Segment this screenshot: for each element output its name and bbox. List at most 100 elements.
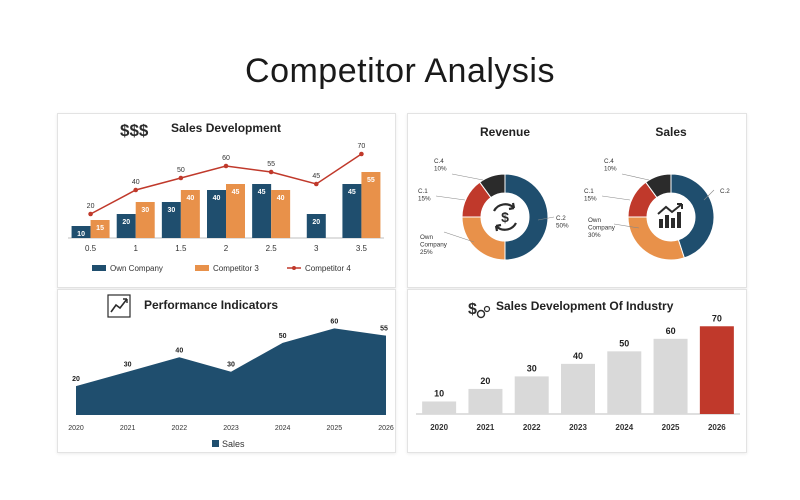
- dollar-cycle-icon: $: [493, 202, 517, 232]
- x-tick-label: 2024: [275, 425, 291, 432]
- donut-label: Company: [420, 242, 448, 249]
- donut-slice: [645, 173, 672, 199]
- point-competitor-4: [313, 181, 319, 187]
- donut-label: 15%: [584, 196, 597, 203]
- x-tick-label: 3: [314, 244, 319, 253]
- bar-label-competitor-3: 40: [277, 195, 285, 202]
- bar-label-own-company: 40: [213, 195, 221, 202]
- bar-value-label: 30: [527, 363, 537, 373]
- donut-slice: [627, 216, 685, 261]
- donut-label: Own: [588, 217, 601, 224]
- donut-label: C.1: [418, 188, 428, 195]
- industry-panel: $ Sales Development Of Industry 10 2020 20…: [407, 289, 747, 453]
- bar-label-own-company: 45: [348, 189, 356, 196]
- donut-label: 30%: [588, 232, 601, 239]
- point-label-competitor-4: 20: [87, 203, 95, 210]
- point-competitor-4: [359, 151, 364, 157]
- legend-label: Sales: [222, 439, 245, 449]
- point-label-competitor-4: 60: [222, 155, 230, 162]
- x-tick-label: 2026: [708, 423, 726, 432]
- area-point-label: 60: [330, 318, 338, 325]
- area-point-label: 30: [227, 362, 235, 369]
- industry-sales-chart: $ Sales Development Of Industry 10 2020 20…: [416, 299, 740, 432]
- donut-label: C.2: [556, 215, 566, 222]
- x-tick-label: 2022: [523, 423, 541, 432]
- x-tick-label: 2020: [68, 425, 84, 432]
- bar-value-label: 70: [712, 313, 722, 323]
- donut-label: Company: [588, 225, 616, 232]
- x-tick-label: 2.5: [266, 244, 278, 253]
- bar-competitor-3: [90, 220, 110, 238]
- x-tick-label: 1: [133, 244, 138, 253]
- bar-label-own-company: 30: [167, 207, 175, 214]
- x-tick-label: 2021: [120, 425, 136, 432]
- bar-competitor-3: [135, 202, 155, 238]
- point-label-competitor-4: 55: [267, 161, 275, 168]
- x-tick-label: 2025: [662, 423, 680, 432]
- bar-competitor-3: [271, 190, 291, 238]
- x-tick-label: 2023: [569, 423, 587, 432]
- industry-title: Sales Development Of Industry: [496, 299, 674, 313]
- donut-label: Own: [420, 234, 433, 241]
- point-competitor-4: [88, 211, 93, 217]
- trend-line-icon: [107, 294, 131, 318]
- area-point-label: 20: [72, 376, 80, 383]
- bar-own-company: [252, 184, 272, 238]
- bar-label-competitor-3: 15: [96, 225, 104, 232]
- x-tick-label: 2024: [615, 423, 633, 432]
- x-tick-label: 2022: [172, 425, 188, 432]
- bar-competitor-3: [226, 184, 245, 238]
- donut-label: 25%: [420, 249, 433, 256]
- bar-competitor-3: [180, 190, 200, 238]
- point-competitor-4: [133, 187, 139, 193]
- bar-own-company: [342, 184, 362, 238]
- bar-own-company: [306, 214, 326, 238]
- bar-value-label: 40: [573, 351, 583, 361]
- x-tick-label: 3.5: [356, 244, 368, 253]
- performance-indicators-title: Performance Indicators: [144, 298, 278, 312]
- area-point-label: 30: [124, 362, 132, 369]
- donut-slice: [670, 173, 715, 259]
- donut-slice: [479, 173, 506, 199]
- sales-donut-title: Sales: [655, 125, 687, 139]
- area-point-label: 55: [380, 326, 388, 333]
- bar-label-competitor-3: 45: [232, 189, 240, 196]
- x-tick-label: 0.5: [85, 244, 97, 253]
- x-tick-label: 2021: [477, 423, 495, 432]
- point-label-competitor-4: 50: [177, 167, 185, 174]
- legend-swatch: [92, 265, 106, 271]
- legend-swatch: [212, 440, 219, 447]
- bar-industry-sales: [422, 401, 457, 414]
- performance-indicators-panel: Performance Indicators 20 30 40 30 50 60 55 202…: [57, 289, 396, 453]
- bar-label-competitor-3: 30: [141, 207, 149, 214]
- bar-label-own-company: 45: [258, 189, 266, 196]
- x-tick-label: 2020: [430, 423, 448, 432]
- revenue-sales-panel: Revenue Sales $ C.4 10% C.1 15% Own Company 25…: [407, 113, 747, 288]
- point-label-competitor-4: 70: [358, 143, 366, 150]
- bar-label-own-company: 10: [77, 231, 85, 238]
- performance-indicators-chart: Performance Indicators 20 30 40 30 50 60 55 202…: [68, 294, 394, 449]
- bar-own-company: [71, 226, 91, 238]
- donut-label: 10%: [434, 166, 447, 173]
- revenue-sales-donuts: Revenue Sales $ C.410%C.115%OwnCompany25…: [418, 125, 730, 261]
- bar-industry-sales: [653, 338, 688, 414]
- donut-label: C.4: [434, 158, 444, 165]
- legend-swatch: [195, 265, 209, 271]
- area-sales: [76, 328, 386, 415]
- bar-industry-sales: [699, 326, 734, 414]
- x-tick-label: 1.5: [175, 244, 187, 253]
- donut-label: 50%: [556, 223, 569, 230]
- bar-industry-sales: [514, 376, 549, 414]
- legend-label: Competitor 3: [213, 264, 259, 273]
- legend-label: Competitor 4: [305, 264, 351, 273]
- growth-chart-icon: [657, 203, 683, 228]
- bar-industry-sales: [468, 388, 503, 414]
- legend-label: Own Company: [110, 264, 163, 273]
- bar-value-label: 50: [619, 338, 629, 348]
- bar-value-label: 10: [434, 388, 444, 398]
- bar-label-own-company: 20: [122, 219, 130, 226]
- page-title: Competitor Analysis: [245, 52, 555, 90]
- point-competitor-4: [178, 175, 184, 181]
- dollar-gears-icon: $: [468, 301, 491, 319]
- area-point-label: 50: [279, 333, 287, 340]
